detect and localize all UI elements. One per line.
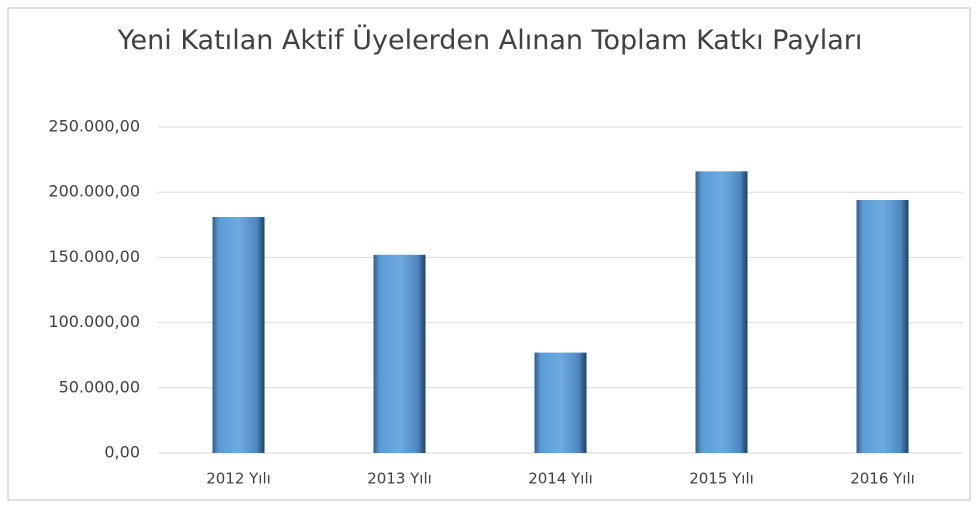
y-tick-label: 100.000,00 (48, 312, 140, 331)
bar (695, 171, 748, 453)
x-tick-label: 2015 Yılı (689, 470, 754, 488)
chart-border (7, 7, 971, 501)
chart-title: Yeni Katılan Aktif Üyelerden Alınan Topl… (117, 25, 863, 56)
x-tick-label: 2013 Yılı (367, 470, 432, 488)
y-tick-label: 0,00 (104, 443, 140, 462)
bar (856, 200, 909, 453)
y-tick-label: 200.000,00 (48, 182, 140, 201)
x-tick-label: 2014 Yılı (528, 470, 593, 488)
bar (212, 216, 265, 453)
y-tick-label: 50.000,00 (59, 377, 140, 396)
bar (534, 352, 587, 453)
y-tick-label: 250.000,00 (48, 117, 140, 136)
x-tick-label: 2012 Yılı (206, 470, 271, 488)
y-tick-label: 150.000,00 (48, 247, 140, 266)
bar (373, 254, 426, 453)
x-tick-label: 2016 Yılı (850, 470, 915, 488)
